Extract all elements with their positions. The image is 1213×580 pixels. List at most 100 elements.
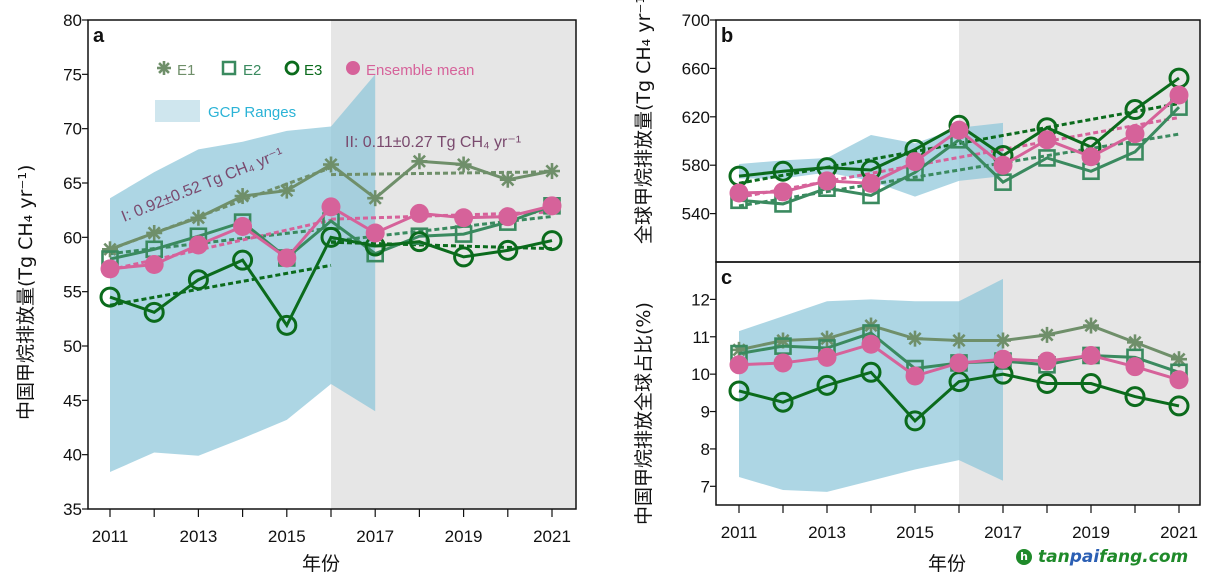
plot-frame — [715, 261, 1201, 506]
x-tick-label: 2017 — [356, 527, 394, 546]
series-e3 — [728, 361, 1190, 432]
panel-letter: b — [721, 25, 733, 47]
asterisk-stroke — [1172, 352, 1186, 366]
asterisk-marker — [775, 332, 791, 349]
y-tick-label: 9 — [701, 403, 710, 422]
y-tick-label: 11 — [692, 328, 710, 347]
watermark-part3: fang.com — [1099, 547, 1189, 567]
circle-marker — [1124, 99, 1146, 121]
filled-circle-marker — [100, 259, 120, 279]
x-tick-label: 2017 — [984, 523, 1022, 542]
x-tick-label: 2015 — [268, 527, 306, 546]
filled-circle-marker — [233, 216, 253, 236]
y-axis-label-c: 中国甲烷排放全球占比(%) — [633, 302, 655, 525]
asterisk-stroke — [280, 184, 294, 198]
series-ensemble-mean — [729, 85, 1189, 203]
y-tick-label: 60 — [63, 228, 82, 247]
x-axis-label-c: 年份 — [928, 553, 966, 575]
circle-marker — [816, 374, 838, 396]
legend: E1 E2 E3 Ensemble mean GCP Ranges — [155, 60, 474, 122]
asterisk-marker — [819, 330, 835, 347]
filled-circle-marker — [188, 235, 208, 255]
square-marker — [1038, 149, 1056, 167]
y-tick-label: 65 — [63, 174, 82, 193]
circle-marker — [541, 230, 563, 252]
legend-item-e2: E2 — [221, 60, 261, 79]
series-line — [738, 370, 1180, 423]
circle-marker — [1124, 386, 1146, 408]
filled-circle-marker — [454, 208, 474, 228]
filled-circle-marker — [949, 353, 969, 373]
circle-marker — [320, 226, 342, 248]
filled-circle-marker — [1037, 130, 1057, 150]
asterisk-stroke — [501, 173, 515, 187]
trend-line-e3 — [109, 263, 332, 307]
asterisk-marker — [455, 156, 472, 173]
circle-marker — [143, 301, 165, 323]
asterisk-marker — [190, 209, 207, 226]
y-tick-label: 45 — [63, 391, 82, 410]
asterisk-stroke — [457, 157, 471, 172]
x-tick-label: 2021 — [533, 527, 571, 546]
asterisk-stroke — [236, 189, 250, 203]
asterisk-stroke — [1040, 328, 1054, 342]
series-line — [109, 204, 553, 261]
filled-circle-marker — [321, 197, 341, 217]
asterisk-marker — [1171, 351, 1187, 368]
x-tick-label: 2013 — [179, 527, 217, 546]
filled-circle-marker — [905, 152, 925, 172]
asterisk-stroke — [158, 62, 170, 74]
filled-circle-icon — [346, 61, 360, 75]
asterisk-stroke — [996, 333, 1010, 348]
legend-label-gcp: GCP Ranges — [208, 104, 296, 121]
asterisk-marker — [234, 188, 251, 205]
asterisk-stroke — [545, 164, 559, 178]
filled-circle-marker — [365, 223, 385, 243]
y-axis-label-b: 全球甲烷排放量(Tg CH₄ yr⁻¹) — [633, 0, 655, 244]
circle-marker — [187, 269, 209, 291]
series-ensemble-mean — [100, 196, 562, 279]
panel-letter: c — [721, 267, 732, 289]
asterisk-marker — [278, 182, 295, 199]
x-tick-label: 2021 — [1160, 523, 1198, 542]
filled-circle-marker — [773, 353, 793, 373]
filled-circle-marker — [993, 349, 1013, 369]
y-tick-label: 540 — [682, 205, 710, 224]
filled-circle-marker — [1081, 147, 1101, 167]
panel-b: 540 580 620 660 700 b — [682, 11, 1201, 263]
filled-circle-marker — [277, 248, 297, 268]
filled-circle-marker — [817, 171, 837, 191]
circle-marker — [948, 371, 970, 393]
asterisk-marker — [1039, 326, 1055, 343]
circle-marker — [1168, 395, 1190, 417]
y-tick-label: 10 — [691, 365, 710, 384]
asterisk-marker — [102, 241, 118, 258]
y-tick-label: 55 — [63, 283, 82, 302]
y-tick-label: 70 — [63, 120, 82, 139]
gcp-swatch-icon — [155, 100, 200, 122]
y-tick-label: 660 — [682, 59, 710, 78]
circle-marker — [728, 380, 750, 402]
y-tick-label: 80 — [63, 11, 82, 30]
x-tick-label: 2013 — [808, 523, 846, 542]
series-e3 — [99, 226, 563, 336]
panel-letter: a — [93, 25, 105, 47]
circle-icon — [284, 60, 300, 76]
series-e2 — [730, 98, 1188, 213]
asterisk-stroke — [103, 242, 117, 256]
asterisk-marker — [951, 332, 967, 349]
x-tick-label: 2015 — [896, 523, 934, 542]
y-axis-label-a: 中国甲烷排放量(Tg CH₄ yr⁻¹) — [15, 165, 37, 420]
trend-line-e1 — [109, 166, 332, 251]
circle-marker — [276, 314, 298, 336]
asterisk-stroke — [1084, 318, 1098, 333]
x-axis-label-a: 年份 — [302, 553, 340, 575]
watermark-part1: tan — [1038, 547, 1070, 567]
asterisk-marker — [499, 171, 516, 188]
filled-circle-marker — [993, 155, 1013, 175]
leaf-logo-icon: h — [1016, 549, 1032, 565]
filled-circle-marker — [1169, 85, 1189, 105]
circle-marker — [453, 246, 475, 268]
watermark-part2: pai — [1069, 547, 1100, 567]
plot-frame — [87, 19, 577, 510]
